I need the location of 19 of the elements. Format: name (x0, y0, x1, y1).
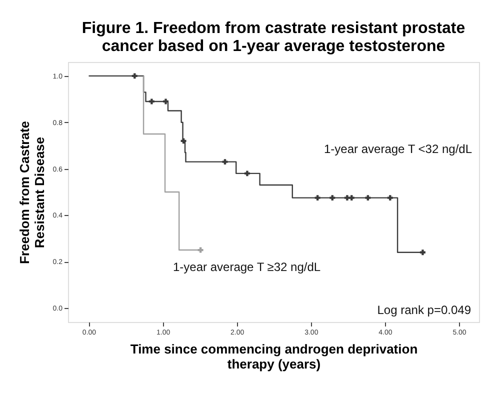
point (387, 195, 393, 201)
annotation: 1-year average T ≥32 ng/dL (173, 260, 321, 274)
point (163, 98, 168, 104)
x-axis-title: Time since commencing androgen deprivation therapy (years) (130, 342, 418, 372)
point (365, 195, 371, 201)
point (132, 73, 138, 79)
point (222, 159, 228, 165)
point (420, 250, 426, 256)
annotation: 1-year average T <32 ng/dL (324, 142, 472, 156)
point (314, 195, 320, 201)
point (348, 195, 354, 201)
y-axis-title: Freedom from Castrate Resistant Disease (16, 120, 47, 264)
point (330, 195, 336, 201)
point (244, 170, 250, 176)
point (198, 247, 204, 253)
point (180, 138, 186, 144)
annotation: Log rank p=0.049 (377, 303, 472, 317)
point (148, 98, 154, 104)
chart-title: Figure 1. Freedom from castrate resistant prostate cancer based on 1-year average testosterone (82, 20, 466, 55)
